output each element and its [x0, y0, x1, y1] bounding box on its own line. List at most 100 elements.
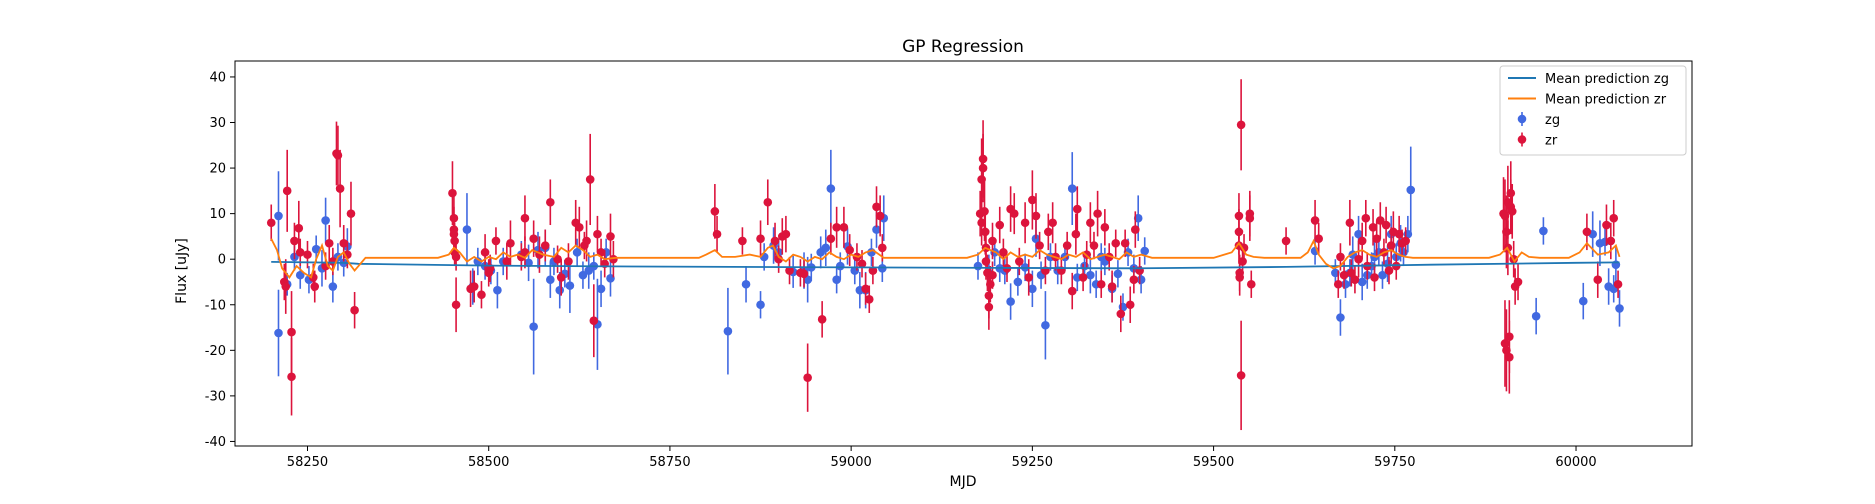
data-point-zr	[868, 266, 878, 275]
data-point-zg	[1578, 296, 1588, 306]
data-point-zg	[295, 270, 305, 280]
data-point-zr	[282, 186, 292, 196]
data-point-zr	[1009, 209, 1019, 218]
data-point-zr	[878, 243, 887, 253]
data-point-zr	[287, 372, 296, 382]
data-point-zr	[303, 250, 312, 259]
data-point-zr	[1333, 279, 1343, 289]
data-point-zr	[1386, 241, 1396, 250]
data-point-zr	[1336, 252, 1345, 262]
data-point-zr	[1245, 213, 1255, 223]
data-point-zr	[1031, 211, 1041, 221]
legend-item-zg-label: zg	[1545, 113, 1560, 128]
y-tick-label: 20	[209, 162, 226, 177]
data-point-zg	[821, 243, 831, 253]
data-point-zr	[1246, 279, 1256, 289]
data-point-zr	[839, 223, 849, 232]
data-point-zr	[1372, 234, 1381, 243]
data-point-zg	[546, 275, 555, 284]
data-point-zr	[1345, 218, 1355, 228]
legend-item-mean-zr-label: Mean prediction zr	[1545, 93, 1667, 108]
x-tick-label: 59750	[1374, 455, 1415, 470]
data-point-zr	[1505, 352, 1514, 362]
data-point-zr	[995, 220, 1005, 230]
data-point-zr	[872, 202, 881, 212]
data-point-zr	[585, 175, 595, 184]
data-point-zr	[448, 188, 457, 198]
data-point-zr	[294, 223, 304, 233]
data-point-zg	[578, 270, 588, 280]
data-point-zg	[1113, 269, 1123, 279]
y-tick-label: -20	[205, 344, 226, 359]
data-point-zr	[582, 236, 591, 246]
data-point-zg	[572, 248, 582, 257]
data-point-zr	[1120, 238, 1130, 248]
chart-title: GP Regression	[902, 37, 1024, 57]
data-point-zr	[575, 223, 584, 232]
data-point-zr	[875, 211, 885, 221]
plot-area: 58250 58500 58750 59000 59250 59500 59750 60000…	[205, 60, 1693, 470]
data-point-zg	[1378, 270, 1387, 280]
data-point-zr	[1384, 266, 1394, 275]
data-point-zr	[290, 236, 299, 246]
data-point-zr	[978, 163, 988, 173]
data-point-zr	[520, 213, 530, 223]
y-tick-label: 30	[209, 116, 226, 131]
data-point-zr	[540, 241, 550, 250]
data-point-zr	[1361, 213, 1371, 223]
data-point-zg	[1357, 277, 1367, 287]
data-point-zr	[984, 302, 994, 312]
data-point-zg	[973, 261, 983, 271]
data-point-zr	[1062, 241, 1072, 250]
data-point-zg	[1406, 185, 1416, 195]
data-point-zr	[803, 373, 812, 382]
data-point-zr	[785, 266, 794, 275]
x-tick-label: 59500	[1193, 455, 1234, 470]
x-tick-label: 58500	[468, 455, 509, 470]
data-point-zr	[451, 252, 461, 262]
data-point-zr	[861, 284, 870, 294]
data-point-zr	[1376, 216, 1385, 225]
data-point-zr	[1020, 218, 1030, 228]
data-point-zr	[469, 282, 479, 291]
data-point-zr	[1071, 229, 1081, 239]
y-tick-label: 10	[209, 207, 226, 222]
data-point-zr	[1593, 275, 1603, 284]
data-point-zr	[1086, 218, 1095, 228]
data-point-zr	[1067, 286, 1077, 296]
data-point-zr	[281, 282, 291, 291]
data-point-zr	[857, 259, 867, 269]
legend: Mean prediction zg Mean prediction zr zg zr	[1499, 65, 1687, 156]
data-point-zr	[1370, 273, 1379, 282]
data-point-zg	[1028, 284, 1037, 294]
data-point-zr	[1350, 275, 1360, 284]
x-tick-label: 59000	[830, 455, 871, 470]
data-point-zg	[1539, 226, 1548, 236]
data-point-zr	[988, 236, 997, 246]
data-point-zr	[1609, 213, 1619, 223]
data-point-zr	[553, 254, 562, 264]
y-tick-label: -10	[205, 298, 226, 313]
data-point-zr	[593, 229, 602, 239]
data-point-zr	[845, 245, 854, 255]
data-point-zr	[1502, 227, 1511, 237]
data-point-zr	[1238, 257, 1247, 266]
data-point-zr	[556, 273, 566, 282]
x-tick-label: 59250	[1012, 455, 1053, 470]
data-point-zr	[1401, 236, 1410, 246]
data-point-zg	[872, 225, 881, 234]
x-tick-label: 58250	[287, 455, 328, 470]
mean-prediction-line-zr	[270, 238, 1621, 279]
data-point-zr	[1048, 218, 1057, 228]
data-point-zr	[1281, 236, 1291, 246]
data-point-zg	[462, 225, 472, 234]
data-point-zg	[741, 279, 751, 289]
data-point-zr	[529, 234, 538, 243]
y-tick-label: -30	[205, 389, 226, 404]
data-point-zr	[335, 184, 345, 193]
y-tick-label: 0	[218, 253, 226, 268]
data-layer	[266, 79, 1624, 431]
data-point-zg	[493, 285, 502, 295]
